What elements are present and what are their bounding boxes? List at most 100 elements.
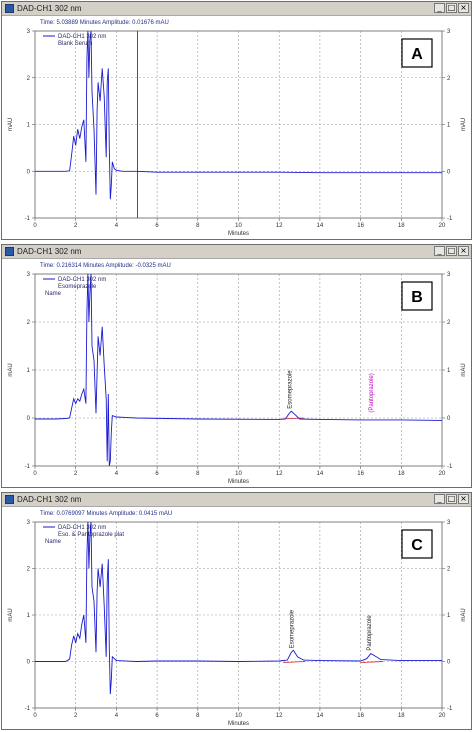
chromatogram-plot-c[interactable]: Time: 0.0769097 Minutes Amplitude: 0.041… [2, 507, 471, 729]
x-tick-label: 14 [317, 223, 324, 229]
chromatogram-trace [35, 522, 442, 695]
minimize-button[interactable]: _ [434, 246, 445, 256]
window-title: DAD-CH1 302 nm [17, 495, 82, 504]
maximize-button[interactable]: □ [446, 246, 457, 256]
y-tick-label-right: -1 [447, 706, 453, 712]
chromatogram-window-c: DAD-CH1 302 nm _ □ × Time: 0.0769097 Min… [1, 492, 472, 730]
legend-entry: Blank Serum [58, 41, 92, 47]
x-tick-label: 0 [33, 713, 37, 719]
y-tick-label-right: 2 [447, 320, 451, 326]
y-axis-title-right: mAU [461, 118, 467, 131]
minimize-button[interactable]: _ [434, 3, 445, 13]
x-tick-label: 8 [196, 471, 200, 477]
x-tick-label: 2 [74, 713, 78, 719]
panel-letter: A [411, 46, 423, 63]
x-tick-label: 2 [74, 471, 78, 477]
cursor-readout: Time: 0.0769097 Minutes Amplitude: 0.041… [40, 511, 172, 517]
x-tick-label: 18 [398, 471, 405, 477]
x-tick-label: 4 [115, 223, 119, 229]
y-tick-label-right: 1 [447, 123, 451, 129]
window-title: DAD-CH1 302 nm [17, 247, 82, 256]
name-label: Name [45, 539, 62, 545]
x-tick-label: 12 [276, 223, 283, 229]
window-titlebar: DAD-CH1 302 nm _ □ × [2, 493, 471, 507]
y-tick-label-left: 0 [27, 416, 31, 422]
window-title: DAD-CH1 302 nm [17, 4, 82, 13]
y-tick-label-right: 1 [447, 613, 451, 619]
x-tick-label: 18 [398, 223, 405, 229]
x-tick-label: 14 [317, 471, 324, 477]
y-axis-title-right: mAU [461, 363, 467, 376]
y-tick-label-right: 0 [447, 660, 451, 666]
chromatogram-plot-b[interactable]: Time: 0.216314 Minutes Amplitude: -0.032… [2, 259, 471, 487]
y-axis-title-left: mAU [8, 118, 14, 131]
x-tick-label: 20 [439, 713, 446, 719]
y-tick-label-left: 0 [27, 169, 31, 175]
window-titlebar: DAD-CH1 302 nm _ □ × [2, 2, 471, 16]
close-button[interactable]: × [458, 494, 469, 504]
x-axis-title: Minutes [228, 721, 249, 727]
y-tick-label-left: -1 [25, 706, 31, 712]
x-tick-label: 16 [357, 471, 364, 477]
y-tick-label-right: 1 [447, 368, 451, 374]
y-tick-label-right: 0 [447, 169, 451, 175]
x-tick-label: 0 [33, 223, 37, 229]
y-tick-label-right: -1 [447, 464, 453, 470]
x-tick-label: 4 [115, 471, 119, 477]
close-button[interactable]: × [458, 246, 469, 256]
panel-letter-box [401, 38, 433, 68]
chromatogram-trace [35, 31, 442, 200]
chromatogram-window-b: DAD-CH1 302 nm _ □ × Time: 0.216314 Minu… [1, 244, 472, 488]
cursor-readout: Time: 5.03889 Minutes Amplitude: 0.01676… [40, 20, 169, 26]
y-tick-label-left: 1 [27, 368, 31, 374]
plot-area[interactable]: Time: 5.03889 Minutes Amplitude: 0.01676… [2, 16, 471, 239]
minimize-button[interactable]: _ [434, 494, 445, 504]
peak-label: Esomeprazole [287, 370, 293, 409]
y-tick-label-left: 2 [27, 76, 31, 82]
legend-entry: DAD-CH1 302 nm [58, 277, 106, 283]
x-tick-label: 20 [439, 471, 446, 477]
chromatogram-window-a: DAD-CH1 302 nm _ □ × Time: 5.03889 Minut… [1, 1, 472, 240]
x-tick-label: 20 [439, 223, 446, 229]
plot-area[interactable]: Time: 0.0769097 Minutes Amplitude: 0.041… [2, 507, 471, 729]
y-tick-label-right: 2 [447, 76, 451, 82]
y-tick-label-right: 3 [447, 520, 451, 526]
y-tick-label-right: -1 [447, 216, 453, 222]
y-tick-label-left: 1 [27, 123, 31, 129]
chromatogram-trace [35, 274, 442, 466]
maximize-button[interactable]: □ [446, 3, 457, 13]
legend-entry: Esomeprazole [58, 284, 97, 290]
window-titlebar: DAD-CH1 302 nm _ □ × [2, 245, 471, 259]
panel-letter-box [401, 281, 433, 311]
x-tick-label: 6 [155, 223, 159, 229]
x-tick-label: 6 [155, 471, 159, 477]
chromatogram-plot-a[interactable]: Time: 5.03889 Minutes Amplitude: 0.01676… [2, 16, 471, 239]
legend-entry: DAD-CH1 302 nm [58, 525, 106, 531]
y-tick-label-left: 2 [27, 320, 31, 326]
x-tick-label: 10 [235, 223, 242, 229]
x-tick-label: 10 [235, 713, 242, 719]
y-tick-label-left: 3 [27, 520, 31, 526]
y-tick-label-left: 1 [27, 613, 31, 619]
x-tick-label: 8 [196, 223, 200, 229]
x-tick-label: 10 [235, 471, 242, 477]
x-tick-label: 8 [196, 713, 200, 719]
name-label: Name [45, 291, 62, 297]
panel-letter: B [411, 289, 423, 306]
legend-entry: Eso. & Pantoprazole plat [58, 532, 124, 538]
x-tick-label: 14 [317, 713, 324, 719]
x-tick-label: 4 [115, 713, 119, 719]
peak-label: (Pantoprazole) [369, 373, 375, 412]
maximize-button[interactable]: □ [446, 494, 457, 504]
x-tick-label: 12 [276, 471, 283, 477]
plot-area[interactable]: Time: 0.216314 Minutes Amplitude: -0.032… [2, 259, 471, 487]
peak-label: Esomeprazole [289, 609, 295, 648]
close-button[interactable]: × [458, 3, 469, 13]
y-axis-title-left: mAU [8, 608, 14, 621]
app-icon [5, 495, 14, 504]
y-tick-label-left: 3 [27, 29, 31, 35]
x-axis-title: Minutes [228, 479, 249, 485]
y-tick-label-left: 0 [27, 660, 31, 666]
panel-letter: C [411, 537, 423, 554]
y-tick-label-right: 3 [447, 29, 451, 35]
